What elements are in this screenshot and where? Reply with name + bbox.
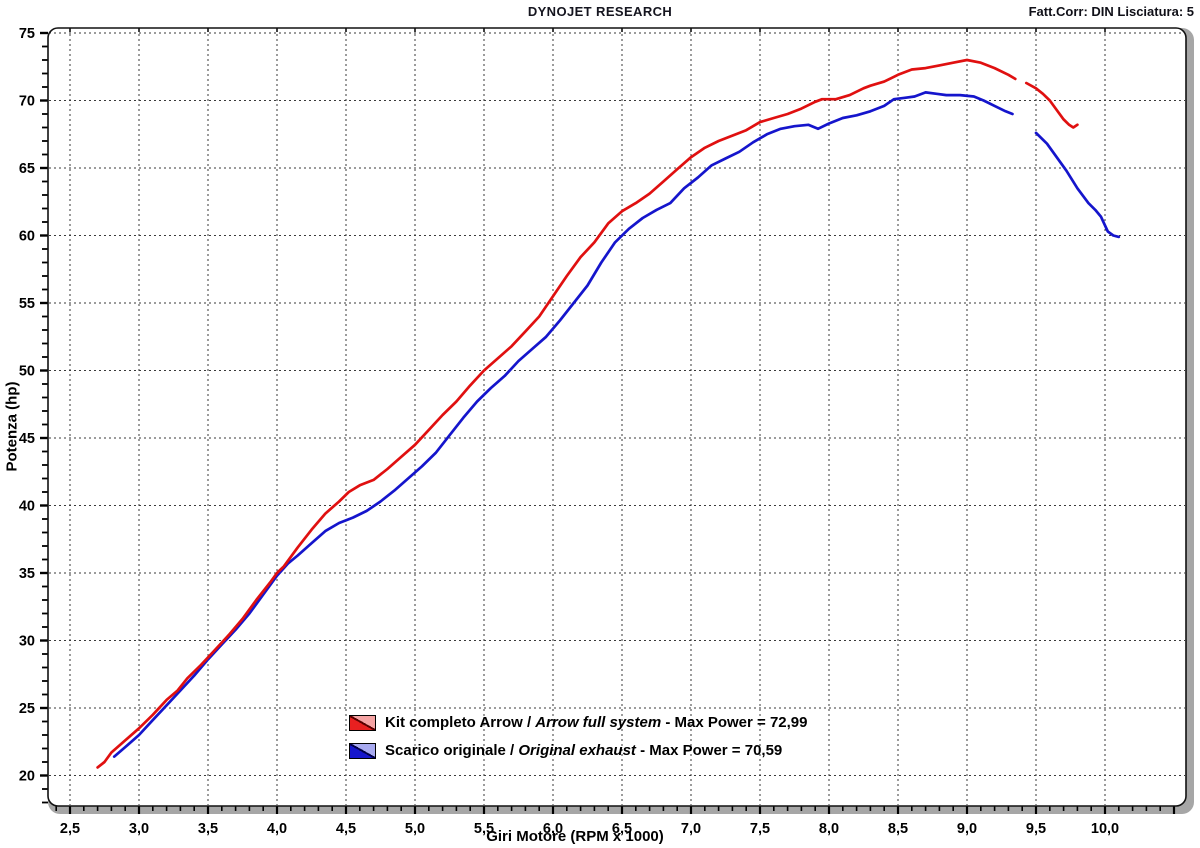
svg-text:8,0: 8,0	[819, 821, 839, 837]
svg-text:50: 50	[19, 364, 35, 380]
svg-text:25: 25	[19, 701, 35, 717]
svg-text:2,5: 2,5	[60, 821, 80, 837]
legend-label-original-exhaust: Scarico originale / Original exhaust - M…	[385, 742, 783, 759]
svg-text:6,5: 6,5	[612, 821, 632, 837]
svg-text:10,0: 10,0	[1091, 821, 1119, 837]
legend-label-arrow-kit: Kit completo Arrow / Arrow full system -…	[385, 714, 808, 731]
svg-text:5,5: 5,5	[474, 821, 494, 837]
plot-frame	[47, 27, 1187, 807]
svg-text:60: 60	[19, 229, 35, 245]
red-series-swatch-icon	[349, 714, 376, 731]
svg-text:7,5: 7,5	[750, 821, 770, 837]
svg-text:70: 70	[19, 94, 35, 110]
svg-text:4,5: 4,5	[336, 821, 356, 837]
grid-lines	[49, 29, 1185, 805]
plot-area	[48, 28, 1186, 806]
svg-text:45: 45	[19, 431, 35, 447]
svg-text:9,0: 9,0	[957, 821, 977, 837]
axis-ticks	[40, 28, 1176, 814]
svg-text:35: 35	[19, 566, 35, 582]
x-axis-label: Giri Motore (RPM x 1000)	[486, 828, 664, 845]
svg-text:9,5: 9,5	[1026, 821, 1046, 837]
chart-title: DYNOJET RESEARCH	[527, 4, 673, 19]
blue-series-swatch-icon	[349, 742, 376, 759]
svg-text:55: 55	[19, 296, 35, 312]
svg-text:65: 65	[19, 161, 35, 177]
svg-text:5,0: 5,0	[405, 821, 425, 837]
svg-text:30: 30	[19, 634, 35, 650]
svg-text:7,0: 7,0	[681, 821, 701, 837]
original-exhaust-power-curve	[112, 91, 1121, 758]
svg-text:6,0: 6,0	[543, 821, 563, 837]
legend: Kit completo Arrow / Arrow full system -…	[349, 714, 808, 770]
svg-text:75: 75	[19, 26, 35, 42]
arrow-kit-power-curve	[96, 58, 1079, 769]
svg-text:20: 20	[19, 769, 35, 785]
legend-item-arrow-kit: Kit completo Arrow / Arrow full system -…	[349, 714, 808, 731]
svg-text:3,0: 3,0	[129, 821, 149, 837]
correction-info: Fatt.Corr: DIN Lisciatura: 5	[1028, 4, 1194, 19]
svg-text:3,5: 3,5	[198, 821, 218, 837]
legend-item-original-exhaust: Scarico originale / Original exhaust - M…	[349, 742, 808, 759]
y-axis-label: Potenza (hp)	[3, 381, 21, 472]
svg-text:4,0: 4,0	[267, 821, 287, 837]
svg-text:40: 40	[19, 499, 35, 515]
tick-labels: 2,5 3,0 3,5 4,0 4,5 5,0 5,5 6,0 6,5 7,0 7,5 8,0 8,5 9…	[19, 26, 1119, 837]
svg-text:8,5: 8,5	[888, 821, 908, 837]
